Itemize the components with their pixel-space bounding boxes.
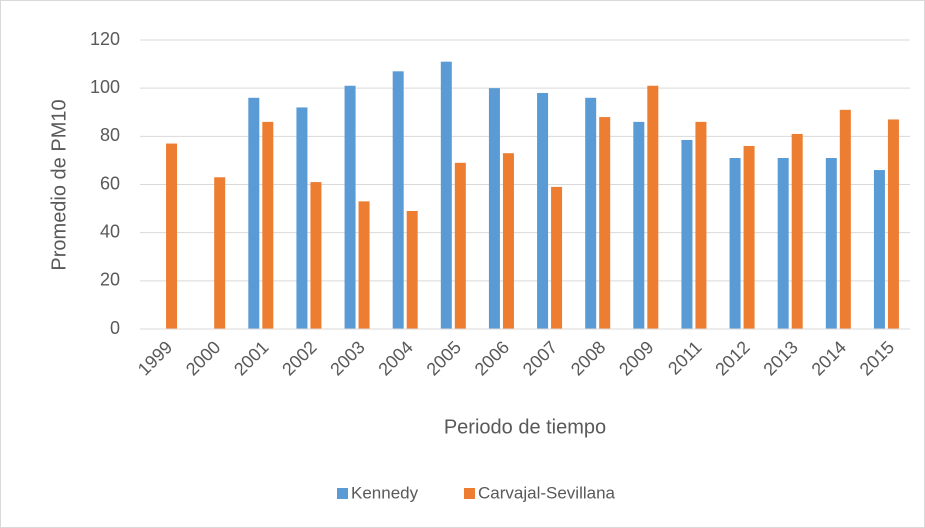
bar: [599, 117, 611, 329]
bar: [358, 201, 370, 329]
bar: [743, 145, 755, 329]
bar: [551, 186, 563, 329]
y-tick-label: 40: [100, 221, 120, 241]
y-tick-label: 20: [100, 270, 120, 290]
bar: [839, 109, 851, 329]
bar: [777, 158, 789, 329]
bar: [262, 121, 274, 329]
bar: [214, 177, 226, 329]
bar: [825, 158, 837, 329]
bar: [585, 97, 597, 329]
y-tick-label: 100: [90, 77, 120, 97]
bar: [248, 97, 260, 329]
y-tick-label: 80: [100, 125, 120, 145]
bar: [406, 210, 418, 329]
bar: [166, 143, 178, 329]
bar: [695, 121, 707, 329]
y-tick-label: 120: [90, 29, 120, 49]
bar: [729, 158, 741, 329]
bar: [647, 85, 659, 329]
bar: [344, 85, 356, 329]
bar: [873, 170, 885, 329]
bar: [392, 71, 404, 329]
bar: [310, 182, 322, 329]
legend-swatch: [337, 488, 348, 499]
bar: [537, 92, 549, 329]
legend-label: Kennedy: [351, 483, 419, 502]
bar: [296, 107, 308, 329]
x-axis-title: Periodo de tiempo: [444, 416, 606, 438]
bar: [502, 153, 514, 329]
bar: [440, 61, 452, 330]
bar: [887, 119, 899, 329]
y-tick-label: 60: [100, 173, 120, 193]
bar: [791, 133, 803, 329]
y-axis-title: Promedio de PM10: [48, 99, 70, 270]
bar: [454, 162, 466, 329]
legend-swatch: [464, 488, 475, 499]
bar: [633, 121, 645, 329]
bar: [681, 139, 693, 329]
legend-label: Carvajal-Sevillana: [478, 483, 616, 502]
bar: [488, 88, 500, 330]
y-tick-label: 0: [110, 318, 120, 338]
